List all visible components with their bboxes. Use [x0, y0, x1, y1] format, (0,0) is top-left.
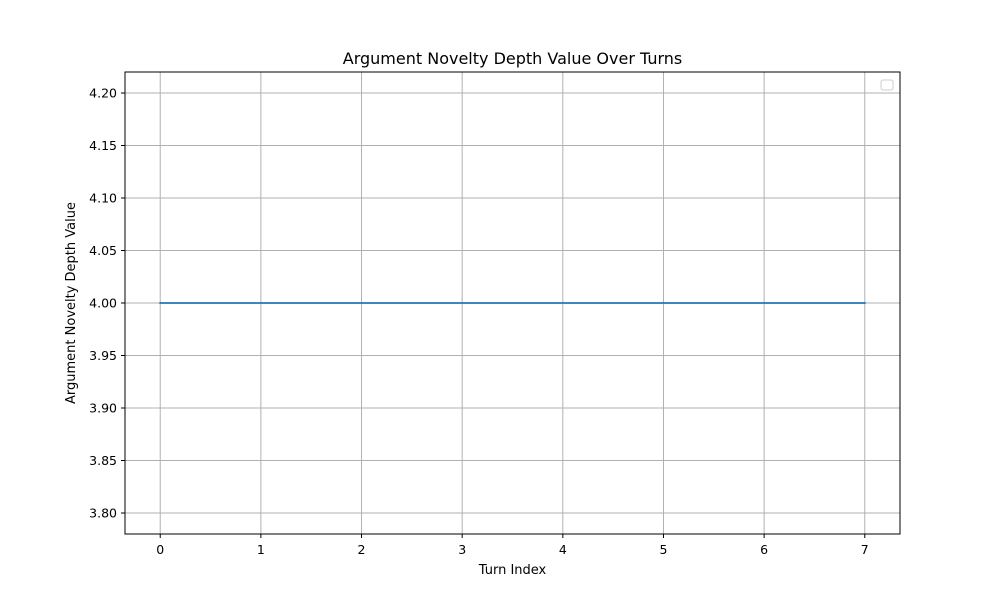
y-tick-label: 4.15 [89, 138, 117, 153]
x-tick-label: 6 [760, 542, 768, 557]
y-tick-label: 3.80 [89, 506, 117, 521]
x-axis: 0 1 2 3 4 5 6 7 [156, 534, 869, 557]
legend [880, 79, 894, 91]
legend-box [880, 79, 894, 91]
x-tick-label: 0 [156, 542, 164, 557]
x-tick-label: 3 [458, 542, 466, 557]
x-tick-label: 5 [659, 542, 667, 557]
y-tick-label: 4.10 [89, 191, 117, 206]
x-tick-label: 1 [257, 542, 265, 557]
y-tick-label: 3.90 [89, 401, 117, 416]
y-axis-label: Argument Novelty Depth Value [64, 202, 79, 404]
chart-title: Argument Novelty Depth Value Over Turns [343, 49, 682, 68]
x-tick-label: 4 [559, 542, 567, 557]
y-tick-label: 4.20 [89, 86, 117, 101]
x-tick-label: 7 [861, 542, 869, 557]
y-tick-label: 4.00 [89, 296, 117, 311]
x-axis-label: Turn Index [478, 563, 547, 578]
y-tick-label: 4.05 [89, 243, 117, 258]
y-axis: 3.80 3.85 3.90 3.95 4.00 4.05 4.10 4.15 4.20 [89, 86, 125, 521]
x-tick-label: 2 [358, 542, 366, 557]
y-tick-label: 3.95 [89, 348, 117, 363]
y-tick-label: 3.85 [89, 453, 117, 468]
